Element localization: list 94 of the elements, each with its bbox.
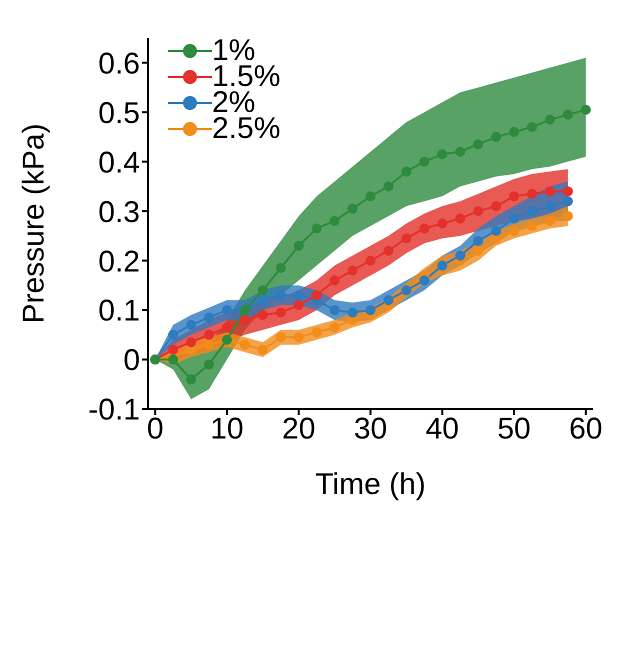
y-tick-label: 0.6	[98, 47, 140, 80]
point	[455, 214, 466, 224]
x-tick-label: 60	[569, 412, 603, 446]
point	[491, 201, 502, 212]
point	[168, 344, 178, 355]
point	[509, 226, 520, 236]
point	[258, 344, 268, 355]
point	[419, 156, 430, 167]
point	[240, 314, 250, 325]
point	[276, 263, 286, 274]
point	[330, 305, 340, 316]
point	[348, 265, 358, 276]
point	[383, 181, 394, 192]
point	[526, 122, 537, 132]
y-tick-label: 0.5	[98, 96, 140, 130]
point	[526, 206, 537, 216]
point	[509, 126, 520, 137]
point	[222, 322, 232, 332]
x-tick-label: 10	[210, 412, 244, 446]
point	[222, 305, 232, 316]
point	[276, 308, 286, 318]
point	[526, 220, 537, 231]
x-tick-label: 0	[146, 412, 164, 446]
y-tick-label: 0.2	[98, 245, 140, 278]
point	[276, 290, 286, 300]
point	[258, 310, 268, 320]
point	[401, 233, 412, 244]
point	[419, 275, 430, 286]
point	[366, 191, 376, 202]
point	[312, 290, 322, 300]
x-tick-label: 40	[426, 412, 459, 446]
point	[526, 188, 537, 199]
point	[186, 320, 196, 330]
point	[258, 295, 268, 306]
point	[473, 139, 484, 150]
y-tick-label: 0.4	[98, 146, 140, 180]
point	[330, 322, 340, 332]
point	[312, 327, 322, 338]
point	[348, 308, 358, 318]
point	[509, 191, 520, 202]
point	[348, 204, 358, 214]
point	[294, 290, 304, 300]
point	[186, 337, 196, 348]
point	[562, 110, 573, 120]
point	[366, 256, 376, 266]
point	[455, 250, 466, 261]
point	[562, 211, 573, 222]
point	[419, 223, 430, 234]
y-tick-label: 0.1	[98, 294, 140, 328]
point	[491, 226, 502, 236]
point	[168, 330, 178, 340]
x-axis-title: Time (h)	[315, 468, 426, 501]
point	[312, 223, 322, 234]
point	[204, 330, 214, 340]
y-axis-title: Pressure (kPa)	[18, 123, 51, 324]
point	[294, 332, 304, 342]
point	[455, 146, 466, 157]
point	[186, 374, 196, 384]
point	[204, 312, 214, 322]
point	[294, 240, 304, 251]
point	[473, 236, 484, 246]
point	[383, 295, 394, 306]
point	[473, 206, 484, 216]
x-tick-label: 50	[497, 412, 531, 446]
point	[544, 114, 555, 125]
point	[401, 166, 412, 177]
point	[168, 354, 178, 365]
point	[330, 275, 340, 286]
x-tick-label: 30	[354, 412, 388, 446]
point	[204, 359, 214, 370]
x-tick-label: 20	[282, 412, 316, 446]
point	[330, 216, 340, 226]
point	[544, 216, 555, 226]
point	[240, 340, 250, 350]
point	[258, 285, 268, 296]
point	[491, 132, 502, 142]
legend-label: 2.5%	[212, 112, 280, 145]
point	[366, 305, 376, 316]
point	[544, 201, 555, 212]
y-tick-label: -0.1	[88, 394, 140, 427]
point	[509, 214, 520, 224]
y-tick-label: 0	[123, 344, 140, 378]
point	[276, 332, 286, 342]
point	[383, 246, 394, 256]
point	[562, 196, 573, 206]
y-tick-label: 0.3	[98, 196, 140, 229]
point	[294, 300, 304, 310]
point	[437, 218, 448, 228]
point	[562, 186, 573, 196]
point	[473, 246, 484, 256]
point	[580, 104, 591, 115]
point	[204, 340, 214, 350]
point	[544, 186, 555, 196]
point	[437, 149, 448, 160]
